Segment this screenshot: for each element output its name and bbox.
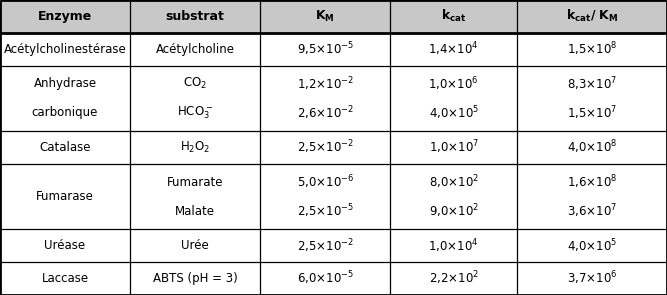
Text: 2,6×10$^{-2}$: 2,6×10$^{-2}$ xyxy=(297,104,354,122)
Text: 1,5×10$^{8}$: 1,5×10$^{8}$ xyxy=(567,40,617,58)
Text: 6,0×10$^{-5}$: 6,0×10$^{-5}$ xyxy=(297,270,354,287)
Text: 2,2×10$^{2}$: 2,2×10$^{2}$ xyxy=(428,270,479,287)
Text: Urée: Urée xyxy=(181,239,209,252)
Text: 1,6×10$^{8}$: 1,6×10$^{8}$ xyxy=(567,173,617,191)
Text: Acétylcholine: Acétylcholine xyxy=(155,43,235,56)
Text: 8,0×10$^{2}$: 8,0×10$^{2}$ xyxy=(428,173,479,191)
Text: Acétylcholinestérase: Acétylcholinestérase xyxy=(3,43,127,56)
Text: substrat: substrat xyxy=(165,10,225,23)
Text: CO$_2$: CO$_2$ xyxy=(183,76,207,91)
Bar xyxy=(0,0,667,33)
Text: HCO$_3^-$: HCO$_3^-$ xyxy=(177,104,213,121)
Text: Fumarate: Fumarate xyxy=(167,176,223,189)
Text: 3,6×10$^{7}$: 3,6×10$^{7}$ xyxy=(567,202,617,220)
Text: Fumarase: Fumarase xyxy=(36,190,94,203)
Text: 2,5×10$^{-2}$: 2,5×10$^{-2}$ xyxy=(297,139,354,156)
Text: 2,5×10$^{-2}$: 2,5×10$^{-2}$ xyxy=(297,237,354,255)
Text: 1,0×10$^{6}$: 1,0×10$^{6}$ xyxy=(428,75,479,93)
Text: 1,0×10$^{4}$: 1,0×10$^{4}$ xyxy=(428,237,479,255)
Text: Anhydrase: Anhydrase xyxy=(33,77,97,90)
Text: Laccase: Laccase xyxy=(41,272,89,285)
Text: k$_\mathbf{cat}$: k$_\mathbf{cat}$ xyxy=(441,8,466,24)
Text: 8,3×10$^{7}$: 8,3×10$^{7}$ xyxy=(567,75,617,93)
Text: 1,0×10$^{7}$: 1,0×10$^{7}$ xyxy=(428,139,479,156)
Text: carbonique: carbonique xyxy=(32,106,98,119)
Text: 4,0×10$^{8}$: 4,0×10$^{8}$ xyxy=(567,139,617,156)
Text: 2,5×10$^{-5}$: 2,5×10$^{-5}$ xyxy=(297,202,354,220)
Text: K$_\mathbf{M}$: K$_\mathbf{M}$ xyxy=(315,9,335,24)
Text: 1,4×10$^{4}$: 1,4×10$^{4}$ xyxy=(428,40,479,58)
Text: Catalase: Catalase xyxy=(39,141,91,154)
Text: 1,5×10$^{7}$: 1,5×10$^{7}$ xyxy=(567,104,617,122)
Text: 1,2×10$^{-2}$: 1,2×10$^{-2}$ xyxy=(297,75,354,93)
Text: Uréase: Uréase xyxy=(45,239,85,252)
Text: 9,0×10$^{2}$: 9,0×10$^{2}$ xyxy=(428,202,479,220)
Text: Enzyme: Enzyme xyxy=(38,10,92,23)
Text: 5,0×10$^{-6}$: 5,0×10$^{-6}$ xyxy=(297,173,354,191)
Text: Malate: Malate xyxy=(175,205,215,218)
Text: 4,0×10$^{5}$: 4,0×10$^{5}$ xyxy=(567,237,617,255)
Text: ABTS (pH = 3): ABTS (pH = 3) xyxy=(153,272,237,285)
Text: k$_\mathbf{cat}$/ K$_\mathbf{M}$: k$_\mathbf{cat}$/ K$_\mathbf{M}$ xyxy=(566,8,618,24)
Text: 9,5×10$^{-5}$: 9,5×10$^{-5}$ xyxy=(297,40,354,58)
Text: H$_2$O$_2$: H$_2$O$_2$ xyxy=(180,140,210,155)
Text: 4,0×10$^{5}$: 4,0×10$^{5}$ xyxy=(428,104,479,122)
Text: 3,7×10$^{6}$: 3,7×10$^{6}$ xyxy=(567,270,617,287)
